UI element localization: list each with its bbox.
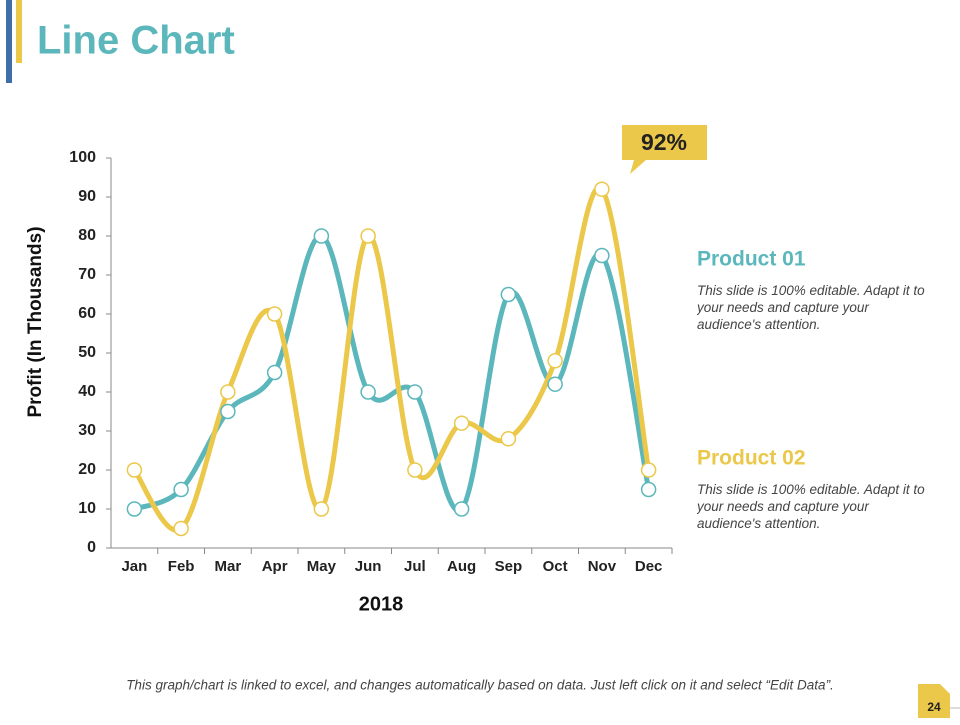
data-point <box>594 181 610 197</box>
page-badge: 24 <box>918 684 960 718</box>
y-tick-label: 0 <box>87 539 96 556</box>
data-point <box>266 306 283 322</box>
legend-description-box: This slide is 100% editable. Adapt it to… <box>697 283 925 332</box>
x-tick-label: Sep <box>495 558 523 575</box>
x-tick-label: Mar <box>215 558 242 575</box>
data-point <box>640 462 657 478</box>
data-point <box>126 501 143 517</box>
x-tick-label: Jul <box>404 558 426 575</box>
accent-bar <box>16 0 22 63</box>
x-tick-label: May <box>307 558 337 575</box>
x-tick-label: Jun <box>355 558 382 575</box>
data-point <box>500 431 517 447</box>
data-point <box>407 462 423 478</box>
y-tick-label: 60 <box>78 305 96 322</box>
data-point <box>407 384 423 400</box>
data-point <box>126 462 143 478</box>
x-tick-label: Feb <box>168 558 195 575</box>
y-tick-label: 50 <box>78 344 96 361</box>
data-point <box>453 415 470 431</box>
data-point <box>547 376 563 392</box>
series-line <box>131 185 652 533</box>
x-tick-label: Jan <box>121 558 147 575</box>
x-tick-label: Oct <box>543 558 568 575</box>
data-point <box>266 364 283 381</box>
y-tick-label: 30 <box>78 422 96 439</box>
x-tick-label: Aug <box>447 558 476 575</box>
page-icon <box>918 684 950 718</box>
data-point <box>360 228 376 244</box>
y-axis-label: Profit (In Thousands) <box>25 226 46 417</box>
data-point <box>313 228 330 244</box>
callout-text: 92% <box>641 129 687 155</box>
data-point <box>313 501 330 517</box>
y-tick-label: 80 <box>78 227 96 244</box>
y-tick-label: 100 <box>69 149 96 166</box>
y-tick-label: 40 <box>78 383 96 400</box>
slide-title: Line Chart <box>37 19 235 63</box>
x-tick-label: Nov <box>588 558 617 575</box>
data-point <box>453 501 470 517</box>
x-tick-label: Dec <box>635 558 663 575</box>
data-point <box>173 520 189 537</box>
legend-entry: Product 02 <box>697 447 806 470</box>
y-tick-label: 90 <box>78 188 96 205</box>
data-point <box>220 403 236 420</box>
callout: 92% <box>622 125 707 174</box>
legend-description: This slide is 100% editable. Adapt it to… <box>697 283 925 332</box>
x-axis-label: 2018 <box>359 593 404 615</box>
y-tick-label: 10 <box>78 500 96 517</box>
page-number: 24 <box>927 700 941 714</box>
callout-box <box>622 125 707 174</box>
footer-note: This graph/chart is linked to excel, and… <box>126 678 834 693</box>
data-point <box>640 481 657 498</box>
x-tick-label: Apr <box>262 558 288 575</box>
legend-description-box: This slide is 100% editable. Adapt it to… <box>697 482 925 531</box>
data-point <box>220 384 236 400</box>
data-point <box>173 481 189 498</box>
accent-bar <box>6 0 12 83</box>
data-point <box>500 286 517 303</box>
data-point <box>360 384 376 400</box>
data-point <box>547 353 563 369</box>
series-line <box>131 233 652 514</box>
data-point <box>594 247 610 264</box>
y-tick-label: 70 <box>78 266 96 283</box>
y-tick-label: 20 <box>78 461 96 478</box>
legend-entry: Product 01 <box>697 248 806 271</box>
legend-description: This slide is 100% editable. Adapt it to… <box>697 482 925 531</box>
